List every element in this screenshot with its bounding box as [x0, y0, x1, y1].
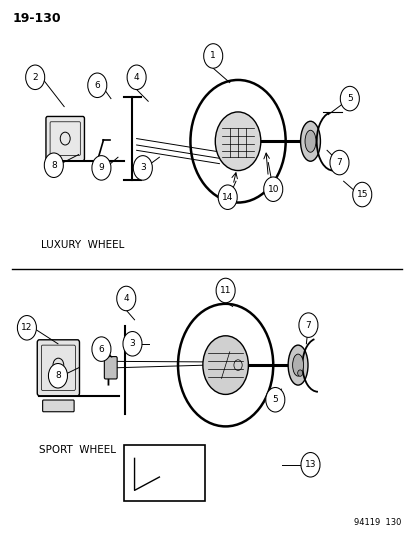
- Circle shape: [203, 44, 222, 68]
- Text: 8: 8: [55, 372, 61, 380]
- Circle shape: [329, 150, 348, 175]
- Circle shape: [92, 337, 111, 361]
- FancyBboxPatch shape: [37, 340, 79, 395]
- Circle shape: [297, 370, 302, 376]
- Bar: [124, 445, 204, 501]
- FancyBboxPatch shape: [43, 400, 74, 411]
- Circle shape: [26, 65, 45, 90]
- Circle shape: [300, 453, 319, 477]
- Circle shape: [92, 156, 111, 180]
- Circle shape: [17, 316, 36, 340]
- Text: 4: 4: [133, 73, 139, 82]
- Text: 9: 9: [98, 164, 104, 172]
- Circle shape: [265, 387, 284, 412]
- Circle shape: [218, 185, 237, 209]
- Text: 1: 1: [210, 52, 216, 60]
- Circle shape: [339, 86, 358, 111]
- Circle shape: [215, 112, 260, 171]
- Circle shape: [48, 364, 67, 388]
- Circle shape: [88, 73, 107, 98]
- Text: 13: 13: [304, 461, 316, 469]
- Ellipse shape: [304, 130, 315, 152]
- Text: 6: 6: [98, 345, 104, 353]
- Ellipse shape: [292, 354, 303, 376]
- Text: 94119  130: 94119 130: [354, 518, 401, 527]
- Text: 2: 2: [32, 73, 38, 82]
- Text: 5: 5: [272, 395, 278, 404]
- Circle shape: [116, 286, 135, 311]
- Circle shape: [202, 336, 248, 394]
- Circle shape: [133, 156, 152, 180]
- FancyBboxPatch shape: [104, 357, 117, 379]
- Text: 7: 7: [336, 158, 342, 167]
- Circle shape: [298, 313, 317, 337]
- Circle shape: [216, 278, 235, 303]
- Circle shape: [263, 177, 282, 201]
- Text: 10: 10: [267, 185, 278, 193]
- Text: 15: 15: [356, 190, 367, 199]
- Text: 14: 14: [221, 193, 233, 201]
- FancyBboxPatch shape: [46, 117, 84, 161]
- Circle shape: [352, 182, 371, 207]
- Text: 12: 12: [21, 324, 33, 332]
- Circle shape: [44, 153, 63, 177]
- Text: 5: 5: [346, 94, 352, 103]
- Text: SPORT  WHEEL: SPORT WHEEL: [39, 445, 116, 455]
- Circle shape: [123, 332, 142, 356]
- Text: 8: 8: [51, 161, 57, 169]
- Text: 6: 6: [94, 81, 100, 90]
- Ellipse shape: [287, 345, 307, 385]
- Ellipse shape: [300, 122, 320, 161]
- Text: LUXURY  WHEEL: LUXURY WHEEL: [41, 240, 124, 250]
- Text: 4: 4: [123, 294, 129, 303]
- Text: 3: 3: [129, 340, 135, 348]
- Text: 3: 3: [140, 164, 145, 172]
- Text: 7: 7: [305, 321, 311, 329]
- Text: 19-130: 19-130: [12, 12, 61, 25]
- Text: 11: 11: [219, 286, 231, 295]
- Circle shape: [127, 65, 146, 90]
